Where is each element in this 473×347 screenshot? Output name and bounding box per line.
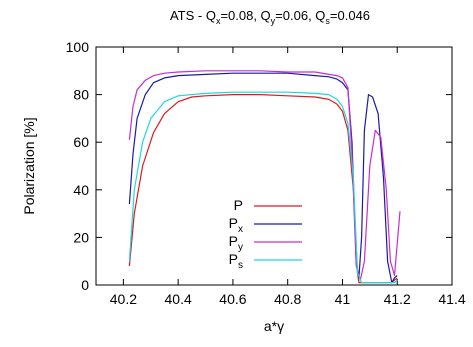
series-line-s — [128, 91, 398, 284]
plot-frame — [95, 46, 453, 286]
title-qx-val: =0.08, Q — [220, 8, 270, 23]
legend-label: Px — [229, 215, 243, 235]
x-tick-label: 41.4 — [438, 291, 465, 307]
legend-label: Py — [229, 233, 243, 253]
x-tick-label: 40.8 — [274, 291, 301, 307]
legend-label: Ps — [229, 251, 243, 271]
y-axis: 0 20 40 60 80 100 — [66, 39, 452, 293]
y-tick-label: 0 — [81, 277, 89, 293]
x-tick-label: 40.2 — [110, 291, 137, 307]
x-tick-label: 41.2 — [384, 291, 411, 307]
y-tick-label: 60 — [73, 134, 89, 150]
title-qy-val: =0.06, Q — [275, 8, 325, 23]
title-qx-sub: x — [216, 16, 221, 26]
series-layer — [128, 70, 401, 284]
y-tick-label: 40 — [73, 182, 89, 198]
series-line-y — [128, 70, 401, 281]
y-tick-label: 80 — [73, 87, 89, 103]
y-axis-label: Polarization [%] — [21, 117, 37, 214]
x-tick-label: 40.4 — [165, 291, 192, 307]
title-qy-sub: y — [271, 16, 276, 26]
x-axis: 40.2 40.4 40.6 40.8 41 41.2 41.4 — [110, 47, 466, 307]
x-tick-label: 41 — [335, 291, 351, 307]
x-axis-label: a*γ — [264, 318, 284, 334]
series-line-x — [128, 72, 398, 284]
y-tick-label: 100 — [66, 39, 90, 55]
x-tick-label: 40.6 — [219, 291, 246, 307]
chart-title: ATS - Qx=0.08, Qy=0.06, Qs=0.046 — [170, 8, 370, 26]
title-prefix: ATS - Q — [170, 8, 216, 23]
y-tick-label: 20 — [73, 229, 89, 245]
title-qs-val: =0.046 — [330, 8, 370, 23]
title-qs-sub: s — [325, 16, 330, 26]
legend-label: P — [234, 197, 243, 213]
